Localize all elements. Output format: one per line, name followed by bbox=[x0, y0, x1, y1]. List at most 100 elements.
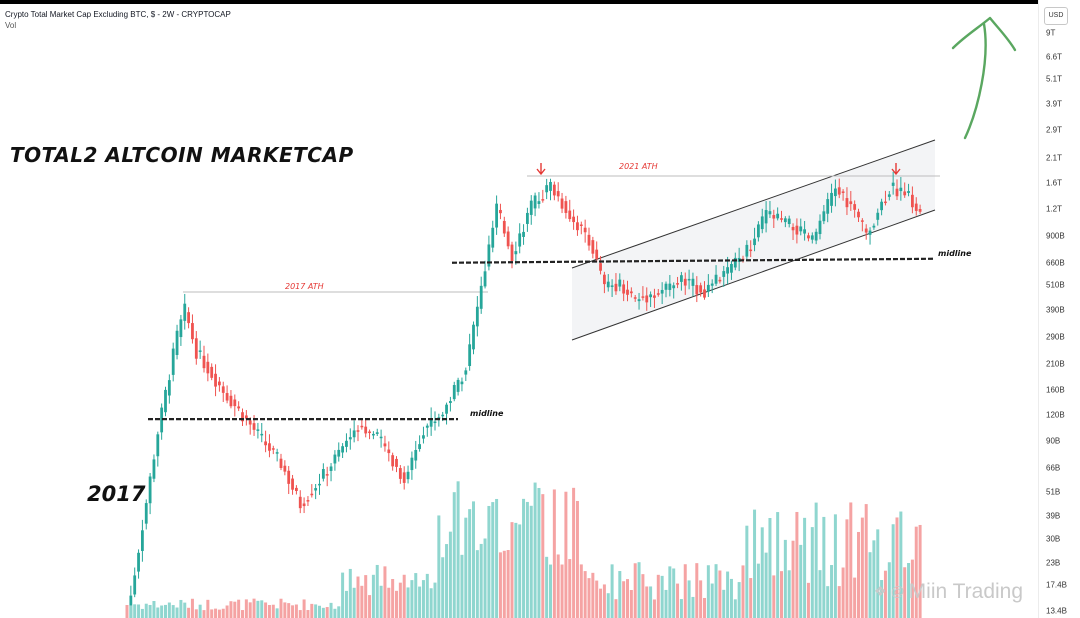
volume-bar bbox=[575, 500, 579, 618]
volume-bar bbox=[910, 559, 914, 618]
candle-body bbox=[807, 235, 810, 239]
watermark-text: Miin Trading bbox=[908, 580, 1024, 603]
axis-tick-label: 66B bbox=[1046, 463, 1061, 473]
candle-body bbox=[414, 449, 418, 461]
volume-bar bbox=[749, 578, 753, 618]
candle-body bbox=[360, 425, 364, 428]
candle-body bbox=[221, 386, 225, 393]
volume-bar bbox=[668, 566, 672, 618]
volume-bar bbox=[918, 524, 922, 618]
candle-body bbox=[218, 381, 221, 386]
candle-body bbox=[787, 218, 791, 225]
candle-body bbox=[599, 263, 602, 271]
volume-bar bbox=[441, 557, 445, 618]
candle-body bbox=[348, 437, 352, 440]
volume-bar bbox=[537, 487, 541, 618]
volume-bar bbox=[433, 582, 437, 618]
candle-body bbox=[402, 472, 406, 483]
candle-body bbox=[795, 225, 799, 235]
volume-bar bbox=[498, 552, 502, 618]
volume-bar bbox=[460, 554, 464, 618]
candle-body bbox=[237, 406, 241, 409]
volume-bar bbox=[629, 590, 633, 618]
volume-bar bbox=[448, 531, 452, 618]
volume-bar bbox=[475, 550, 479, 618]
candle-body bbox=[302, 503, 306, 507]
candle-body bbox=[306, 500, 310, 502]
volume-bar bbox=[356, 576, 360, 618]
volume-bar bbox=[672, 568, 676, 618]
candle-body bbox=[202, 355, 206, 369]
volume-bar bbox=[599, 588, 603, 618]
axis-tick-label: 290B bbox=[1046, 332, 1065, 342]
volume-bar bbox=[425, 573, 429, 618]
volume-bar bbox=[452, 492, 456, 618]
candle-body bbox=[368, 431, 371, 434]
volume-bar bbox=[803, 517, 807, 618]
axis-tick-label: 51B bbox=[1046, 487, 1061, 497]
candle-body bbox=[834, 188, 837, 197]
volume-bar bbox=[310, 603, 314, 618]
candle-body bbox=[229, 395, 233, 407]
candle-body bbox=[579, 224, 583, 226]
candle-body bbox=[730, 263, 733, 273]
axis-tick-label: 2.9T bbox=[1046, 125, 1063, 135]
candle-body bbox=[776, 213, 780, 219]
volume-bar bbox=[710, 583, 714, 618]
volume-bar bbox=[637, 562, 641, 618]
midline-label-left: midline bbox=[470, 409, 504, 418]
volume-bar bbox=[179, 599, 183, 618]
volume-bar bbox=[264, 602, 268, 618]
candle-body bbox=[206, 361, 210, 374]
volume-bar bbox=[880, 580, 884, 618]
top-bar bbox=[0, 0, 1080, 4]
volume-bar bbox=[579, 564, 583, 618]
volume-bar bbox=[864, 504, 868, 618]
volume-bar bbox=[868, 552, 872, 618]
candle-body bbox=[318, 483, 321, 486]
volume-bar bbox=[799, 544, 803, 618]
candle-body bbox=[510, 244, 514, 261]
candle-body bbox=[495, 203, 498, 228]
candle-body bbox=[568, 210, 572, 220]
candle-body bbox=[144, 503, 148, 524]
candle-body bbox=[760, 216, 764, 230]
candle-body bbox=[256, 429, 260, 431]
ath-2021-arrow-right bbox=[891, 163, 901, 176]
candle-body bbox=[310, 493, 314, 496]
volume-bar bbox=[237, 599, 241, 618]
volume-bar bbox=[903, 567, 907, 618]
candle-body bbox=[918, 209, 922, 212]
price-axis[interactable] bbox=[1038, 0, 1080, 618]
candle-body bbox=[914, 203, 918, 211]
candle-body bbox=[637, 299, 641, 302]
candle-body bbox=[606, 281, 610, 288]
volume-bar bbox=[418, 586, 422, 618]
candle-body bbox=[664, 283, 668, 290]
volume-bar bbox=[368, 595, 372, 618]
candle-body bbox=[722, 271, 726, 277]
candle-body bbox=[691, 278, 695, 286]
candle-body bbox=[549, 181, 552, 191]
price-chart[interactable] bbox=[0, 0, 1038, 618]
candle-body bbox=[645, 295, 649, 303]
candle-body bbox=[295, 487, 298, 491]
volume-bar bbox=[691, 596, 695, 618]
candle-body bbox=[872, 225, 876, 228]
midline-2021 bbox=[451, 257, 935, 264]
candle-body bbox=[626, 289, 629, 295]
volume-bar bbox=[622, 581, 626, 618]
volume-bar bbox=[614, 599, 618, 618]
volume-bar bbox=[587, 578, 591, 618]
candle-body bbox=[853, 204, 857, 210]
candle-body bbox=[826, 199, 830, 214]
axis-tick-label: 1.2T bbox=[1046, 204, 1063, 214]
currency-selector[interactable]: USD bbox=[1044, 7, 1068, 25]
candle-body bbox=[479, 285, 483, 309]
candle-body bbox=[287, 470, 291, 484]
candle-body bbox=[518, 233, 522, 247]
volume-bar bbox=[714, 564, 718, 618]
volume-bar bbox=[572, 487, 576, 618]
volume-bar bbox=[830, 565, 834, 618]
volume-bar bbox=[656, 574, 660, 618]
